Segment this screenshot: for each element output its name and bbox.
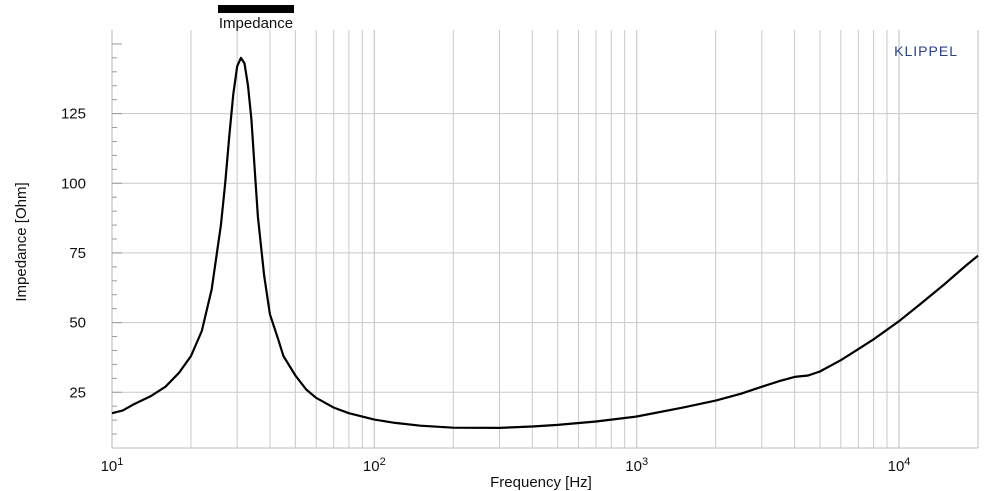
x-axis-title: Frequency [Hz] [490,474,592,491]
x-tick-base: 10 [363,458,380,475]
x-tick-exponent: 4 [904,456,910,468]
y-tick-label: 125 [61,106,86,123]
x-tick-base: 10 [101,458,118,475]
x-tick-label: 102 [363,456,386,475]
y-tick-label: 50 [69,315,86,332]
y-axis-title: Impedance [Ohm] [13,182,30,301]
x-tick-base: 10 [625,458,642,475]
grid-layer [111,30,979,448]
x-tick-label: 101 [101,456,124,475]
legend: Impedance [218,5,294,32]
y-tick-label: 75 [69,245,86,262]
x-tick-exponent: 1 [117,456,123,468]
series-line-impedance [111,56,979,429]
legend-swatch-impedance [218,5,294,13]
brand-label: KLIPPEL [894,43,958,59]
x-tick-label: 103 [625,456,648,475]
y-tick-label: 100 [61,175,86,192]
series-layer [111,56,979,429]
y-tick-label: 25 [69,384,86,401]
legend-label-impedance: Impedance [219,15,293,32]
x-tick-exponent: 3 [642,456,648,468]
x-tick-base: 10 [888,458,905,475]
x-tick-label: 104 [888,456,911,475]
x-tick-exponent: 2 [380,456,386,468]
